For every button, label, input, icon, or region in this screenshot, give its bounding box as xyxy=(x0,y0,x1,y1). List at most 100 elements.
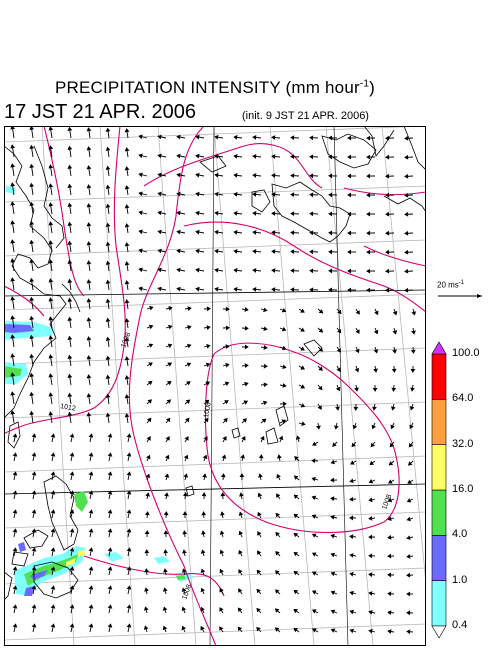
wind-arrow-head xyxy=(31,471,37,476)
legend-label: 1.0 xyxy=(452,573,468,586)
wind-arrow-head xyxy=(29,258,35,263)
wind-arrow-head xyxy=(373,329,379,335)
wind-arrow-head xyxy=(200,625,205,631)
isobar-label: 1008 xyxy=(381,494,393,511)
map-title: PRECIPITATION INTENSITY (mm hour-1) xyxy=(54,78,376,97)
wind-arrow-head xyxy=(48,297,54,302)
wind-arrow-head xyxy=(50,509,56,514)
wind-arrow-head xyxy=(330,515,335,520)
wind-arrow-head xyxy=(88,509,94,514)
wind-arrow-head xyxy=(410,368,416,373)
precip-small-2 xyxy=(24,586,34,596)
wind-arrow-head xyxy=(164,454,170,460)
wind-arrow-head xyxy=(366,230,371,236)
wind-arrow-head xyxy=(86,355,92,360)
wind-arrow-head xyxy=(149,305,154,311)
wind-arrow-head xyxy=(107,547,113,552)
wind-arrow-head xyxy=(29,334,35,339)
wind-arrow-head xyxy=(187,343,192,349)
wind-arrow-head xyxy=(242,418,247,423)
wind-arrow-head xyxy=(391,387,397,392)
wind-arrow-head xyxy=(124,261,130,266)
wind-arrow-head xyxy=(347,230,352,236)
wind-arrow-head xyxy=(10,144,16,149)
wind-arrow-head xyxy=(29,315,35,320)
wind-arrow-head xyxy=(138,210,143,216)
wind-arrow-head xyxy=(50,490,56,495)
wind-arrow-head xyxy=(69,623,75,628)
wind-arrow-head xyxy=(256,569,262,575)
wind-arrow-head xyxy=(48,354,54,359)
wind-arrow-head xyxy=(10,410,16,415)
wind-arrow-head xyxy=(195,229,200,235)
wind-arrow-head xyxy=(105,374,111,379)
wind-arrow-head xyxy=(225,362,230,368)
wind-arrow-head xyxy=(256,626,261,632)
wind-arrow-head xyxy=(29,296,35,301)
wind-arrow-head xyxy=(309,268,314,274)
wind-arrow-head xyxy=(328,230,333,236)
wind-arrow-head xyxy=(126,604,132,609)
wind-arrow-head xyxy=(202,454,208,460)
wind-arrow-head xyxy=(411,330,416,335)
wind-arrow-head xyxy=(311,533,317,538)
wind-arrow-head xyxy=(366,154,371,160)
wind-arrow-head xyxy=(385,249,390,255)
wind-arrow-head xyxy=(50,471,56,476)
wind-arrow-head xyxy=(163,568,168,573)
wind-arrow-head xyxy=(86,165,92,170)
wind-arrow-head xyxy=(244,344,249,350)
precip-philippines-5 xyxy=(78,550,86,556)
wind-arrow-head xyxy=(300,384,306,389)
wind-arrow-head xyxy=(86,374,92,379)
wind-arrow-head xyxy=(263,400,268,406)
wind-arrow-head xyxy=(146,436,151,441)
wind-arrow-head xyxy=(238,511,244,516)
precip-south-4 xyxy=(176,575,186,580)
wind-arrow-head xyxy=(223,417,228,423)
wind-arrow-head xyxy=(50,585,56,590)
wind-arrow-head xyxy=(334,425,339,430)
wind-arrow-head xyxy=(12,509,18,514)
wind-arrow-head xyxy=(385,211,390,217)
legend-swatch xyxy=(431,444,447,491)
wind-arrow-head xyxy=(347,192,352,198)
wind-arrow-head xyxy=(311,476,316,482)
wind-arrow-head xyxy=(126,433,132,438)
wind-arrow-head xyxy=(276,473,281,479)
wind-arrow-head xyxy=(105,355,111,360)
wind-arrow-head xyxy=(256,588,261,594)
isobar-east-4 xyxy=(363,245,426,267)
wind-arrow-head xyxy=(176,210,181,216)
wind-arrow-head xyxy=(240,454,245,459)
wind-arrow-head xyxy=(105,317,111,322)
wind-arrow-head xyxy=(387,534,392,540)
wind-arrow-head xyxy=(148,343,154,348)
wind-arrow-head xyxy=(368,515,373,521)
wind-arrow-head xyxy=(126,452,132,457)
wind-scale-label: 20 ms-1 xyxy=(437,280,465,290)
wind-arrow-head xyxy=(201,492,207,497)
wind-arrow-head xyxy=(391,368,397,373)
wind-arrow-head xyxy=(328,192,333,198)
wind-arrow-head xyxy=(404,268,409,274)
wind-arrow-head xyxy=(107,433,113,438)
wind-arrow-head xyxy=(86,241,92,246)
wind-arrow-head xyxy=(107,604,113,609)
wind-arrow-head xyxy=(243,400,249,405)
wind-arrow-head xyxy=(144,568,150,573)
wind-arrow-head xyxy=(214,210,219,216)
wind-arrow-head xyxy=(164,492,169,497)
wind-arrow-head xyxy=(225,325,230,331)
wind-arrow-head xyxy=(318,347,324,352)
coast-taiwan xyxy=(7,421,21,449)
grid-line xyxy=(4,455,426,473)
wind-arrow-head xyxy=(330,590,336,596)
wind-arrow-head xyxy=(392,310,398,316)
wind-arrow-head xyxy=(67,126,73,131)
wind-arrow-head xyxy=(330,496,335,502)
wind-arrow-head xyxy=(144,587,149,592)
wind-arrow-head xyxy=(293,551,299,557)
wind-arrow-head xyxy=(31,509,37,514)
grid-line xyxy=(381,126,426,588)
